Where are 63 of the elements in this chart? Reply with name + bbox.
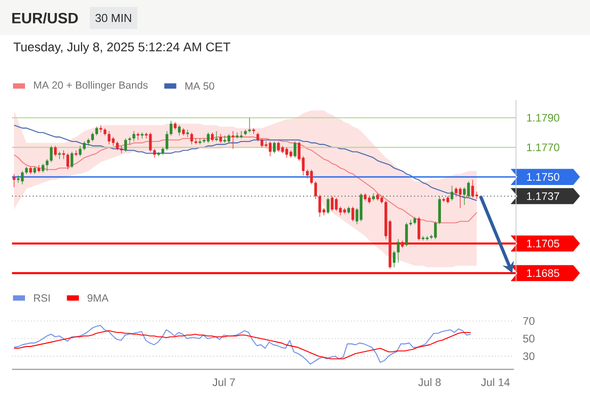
legend-label: 9MA [88,294,109,302]
y-tick-label: 1.1750 [527,173,560,181]
candlestick [206,132,210,144]
candlestick [178,124,181,136]
candlestick [318,194,322,218]
candlestick [20,170,24,185]
text: 30 MIN [95,14,132,22]
legend-label: MA 50 [185,82,214,90]
candlestick [330,196,334,212]
candlestick [326,197,330,214]
candlestick [434,221,437,240]
candlestick [232,130,234,150]
x-tick-label: Jul 8 [418,378,441,386]
candlestick [50,146,53,162]
y-tick-label: 1.1685 [527,269,560,277]
y-tick-label: 1.1705 [527,240,560,248]
candlestick [215,130,218,142]
candlestick [294,141,296,158]
candlestick [120,146,123,154]
x-tick-label: Jul 7 [212,378,235,386]
candlestick [87,138,90,146]
y-tick-label: 50 [523,334,534,342]
candlestick [396,238,400,264]
candlestick [136,132,140,140]
candlestick [392,250,396,268]
candlestick [438,196,441,225]
candlestick [46,158,48,172]
candlestick [334,197,338,212]
candlestick [268,141,272,157]
candlestick [272,141,276,154]
candlestick [66,152,70,170]
candlestick [422,236,424,241]
candlestick [149,132,152,152]
candlestick [12,174,16,188]
chart-title: EUR/USD [12,12,78,24]
candlestick [132,130,136,142]
candlestick [450,186,454,201]
chart-subtitle: Tuesday, July 8, 2025 5:12:24 AM CET [14,42,230,54]
candlestick [314,181,318,200]
candlestick [372,192,375,201]
candlestick [310,169,313,185]
y-tick-label: 1.1790 [527,114,560,122]
y-tick-label: 1.1737 [527,192,560,200]
y-tick-label: 30 [523,352,534,360]
y-tick-label: 70 [523,317,534,325]
candlestick [405,222,408,247]
candlestick [277,141,280,152]
x-tick-label: Jul 14 [481,378,510,386]
candlestick [108,130,110,145]
candlestick [190,132,194,145]
candlestick [170,120,172,136]
candlestick [418,216,420,241]
candlestick [124,138,127,152]
candlestick [166,130,168,151]
candlestick [467,181,470,198]
candlestick [248,117,251,133]
candlestick [198,138,202,145]
legend-label: RSI [34,294,50,302]
y-tick-label: 1.1770 [527,143,560,152]
candlestick [264,141,268,148]
candlestick [351,206,354,222]
candlestick [70,151,74,168]
legend-label: MA 20 + Bollinger Bands [34,81,148,91]
